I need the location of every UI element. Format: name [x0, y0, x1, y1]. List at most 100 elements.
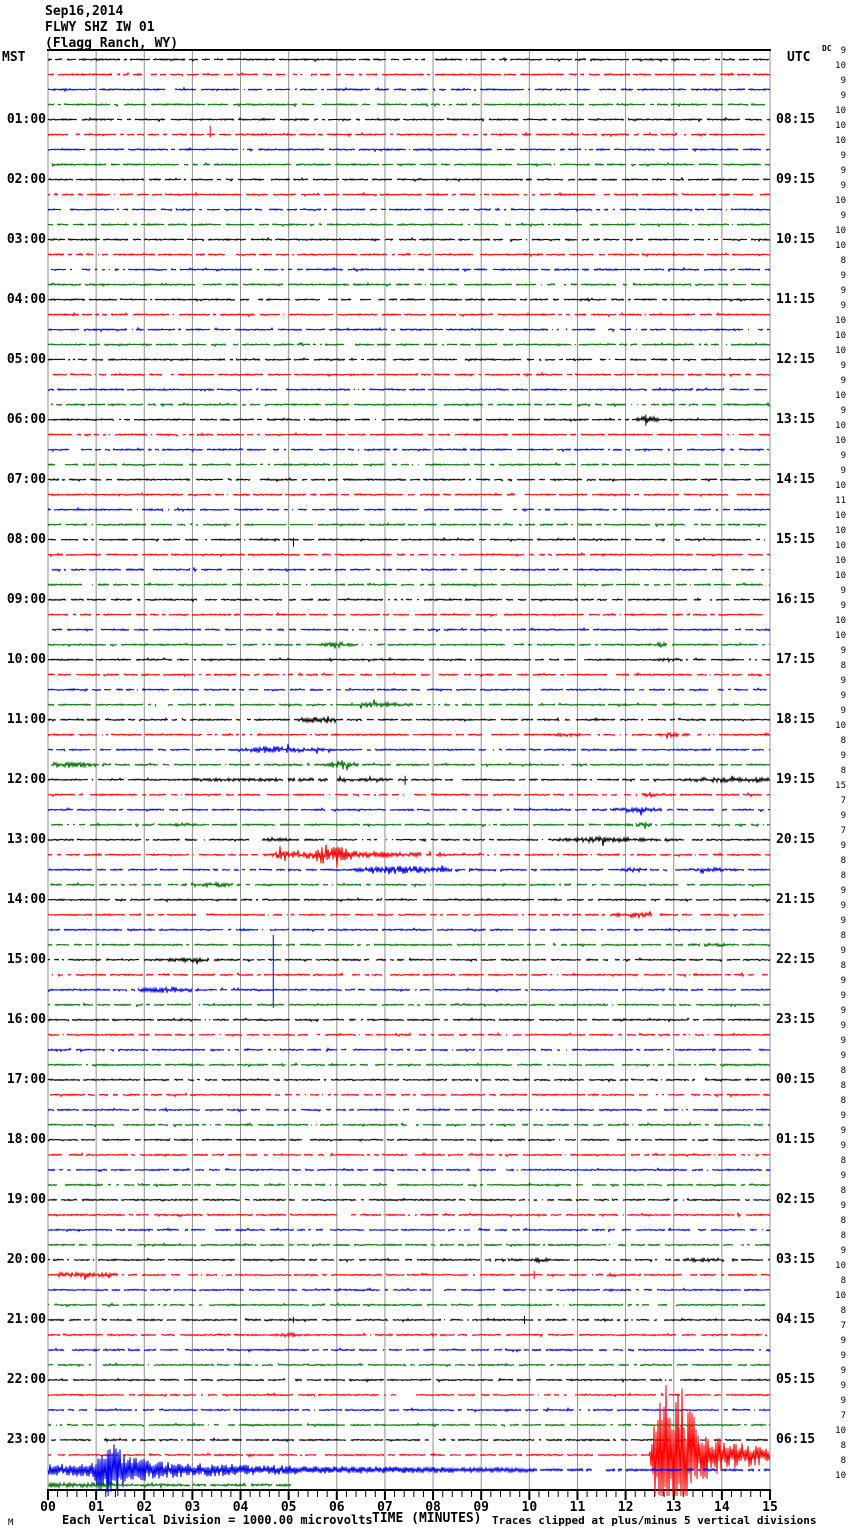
- dc-value-row-44: 9: [840, 705, 846, 716]
- trace-row-24: [47, 415, 769, 424]
- dc-value-row-65: 9: [840, 1020, 846, 1031]
- dc-value-row-14: 8: [840, 255, 846, 266]
- mst-label-23:00: 23:00: [6, 1431, 46, 1447]
- trace-row-19: [47, 341, 771, 348]
- trace-row-30: [47, 506, 771, 513]
- trace-row-94: [47, 1444, 771, 1492]
- trace-row-29: [47, 492, 771, 498]
- trace-row-50: [47, 805, 771, 816]
- dc-value-row-2: 9: [840, 75, 846, 86]
- dc-value-row-95: 10: [835, 1470, 846, 1481]
- dc-value-row-4: 10: [835, 105, 846, 116]
- dc-value-row-64: 9: [840, 1005, 846, 1016]
- trace-row-47: [50, 760, 771, 771]
- trace-row-3: [48, 103, 770, 106]
- trace-row-77: [47, 1211, 771, 1218]
- trace-row-89: [47, 1391, 771, 1398]
- dc-value-row-78: 8: [840, 1215, 846, 1226]
- dc-value-row-84: 8: [840, 1305, 846, 1316]
- utc-label-08:15: 08:15: [776, 111, 816, 127]
- trace-row-23: [50, 401, 771, 408]
- dc-value-row-3: 9: [840, 90, 846, 101]
- dc-value-row-10: 10: [835, 195, 846, 206]
- trace-row-82: [47, 1287, 771, 1293]
- dc-value-row-61: 8: [840, 960, 846, 971]
- trace-row-40: [47, 656, 771, 664]
- trace-row-46: [47, 743, 771, 754]
- utc-label-18:15: 18:15: [776, 711, 816, 727]
- trace-row-69: [49, 1092, 771, 1098]
- trace-row-38: [51, 626, 771, 633]
- utc-label-05:15: 05:15: [776, 1371, 816, 1387]
- dc-value-row-90: 9: [840, 1395, 846, 1406]
- dc-value-row-22: 9: [840, 375, 846, 386]
- x-tick-01: 01: [88, 1500, 104, 1515]
- utc-label-04:15: 04:15: [776, 1311, 816, 1327]
- dc-value-row-87: 9: [840, 1350, 846, 1361]
- dc-value-row-20: 10: [835, 345, 846, 356]
- mst-label-21:00: 21:00: [6, 1311, 46, 1327]
- trace-row-55: [49, 880, 771, 889]
- x-axis-title: TIME (MINUTES): [372, 1511, 482, 1526]
- dc-value-row-52: 7: [840, 825, 846, 836]
- trace-row-2: [47, 86, 771, 93]
- utc-label-23:15: 23:15: [776, 1011, 816, 1027]
- dc-value-row-23: 10: [835, 390, 846, 401]
- x-tick-07: 07: [377, 1500, 393, 1515]
- mst-label-20:00: 20:00: [6, 1251, 46, 1267]
- dc-header: DC: [822, 44, 832, 53]
- x-tick-10: 10: [521, 1500, 538, 1515]
- utc-label-20:15: 20:15: [776, 831, 816, 847]
- dc-value-row-74: 8: [840, 1155, 846, 1166]
- dc-value-row-92: 10: [835, 1425, 846, 1436]
- dc-value-row-37: 9: [840, 600, 846, 611]
- trace-row-76: [47, 1197, 771, 1203]
- dc-value-row-69: 8: [840, 1080, 846, 1091]
- trace-row-20: [47, 356, 771, 362]
- utc-label-19:15: 19:15: [776, 771, 816, 787]
- trace-row-81: [47, 1270, 771, 1280]
- mst-label-09:00: 09:00: [6, 591, 46, 607]
- x-tick-13: 13: [665, 1500, 682, 1515]
- trace-row-53: [47, 844, 771, 868]
- utc-label-00:15: 00:15: [776, 1071, 816, 1087]
- trace-row-11: [47, 222, 771, 228]
- mst-label-05:00: 05:00: [6, 351, 46, 367]
- trace-row-43: [47, 699, 771, 709]
- dc-value-row-41: 8: [840, 660, 846, 671]
- utc-label-16:15: 16:15: [776, 591, 816, 607]
- mst-label-07:00: 07:00: [6, 471, 46, 487]
- dc-value-row-39: 10: [835, 630, 846, 641]
- trace-row-59: [47, 942, 771, 948]
- utc-label-02:15: 02:15: [776, 1191, 816, 1207]
- dc-value-row-7: 9: [840, 150, 846, 161]
- dc-value-row-15: 9: [840, 270, 846, 281]
- trace-row-35: [47, 581, 771, 588]
- dc-value-row-30: 11: [835, 495, 846, 506]
- trace-row-15: [47, 281, 771, 288]
- trace-row-25: [47, 432, 771, 438]
- x-tick-09: 09: [473, 1500, 490, 1515]
- dc-value-row-34: 10: [835, 555, 846, 566]
- dc-value-row-62: 9: [840, 975, 846, 986]
- trace-row-21: [52, 371, 771, 378]
- trace-row-66: [47, 1046, 771, 1053]
- dc-value-row-50: 7: [840, 795, 846, 806]
- dc-value-row-43: 9: [840, 690, 846, 701]
- dc-value-row-72: 9: [840, 1125, 846, 1136]
- dc-value-row-33: 10: [835, 540, 846, 551]
- trace-row-57: [47, 911, 771, 920]
- trace-row-18: [47, 326, 771, 333]
- dc-value-row-71: 9: [840, 1110, 846, 1121]
- dc-value-row-5: 10: [835, 120, 846, 131]
- utc-label-09:15: 09:15: [776, 171, 816, 187]
- trace-row-73: [47, 1151, 771, 1158]
- mst-label-12:00: 12:00: [6, 771, 46, 787]
- clip-note: Traces clipped at plus/minus 5 vertical …: [492, 1514, 817, 1527]
- trace-row-0: [47, 56, 770, 63]
- dc-value-row-31: 10: [835, 510, 846, 521]
- trace-row-72: [47, 1137, 770, 1143]
- dc-value-row-0: 9: [840, 45, 846, 56]
- dc-value-row-68: 8: [840, 1065, 846, 1076]
- dc-value-row-27: 9: [840, 450, 846, 461]
